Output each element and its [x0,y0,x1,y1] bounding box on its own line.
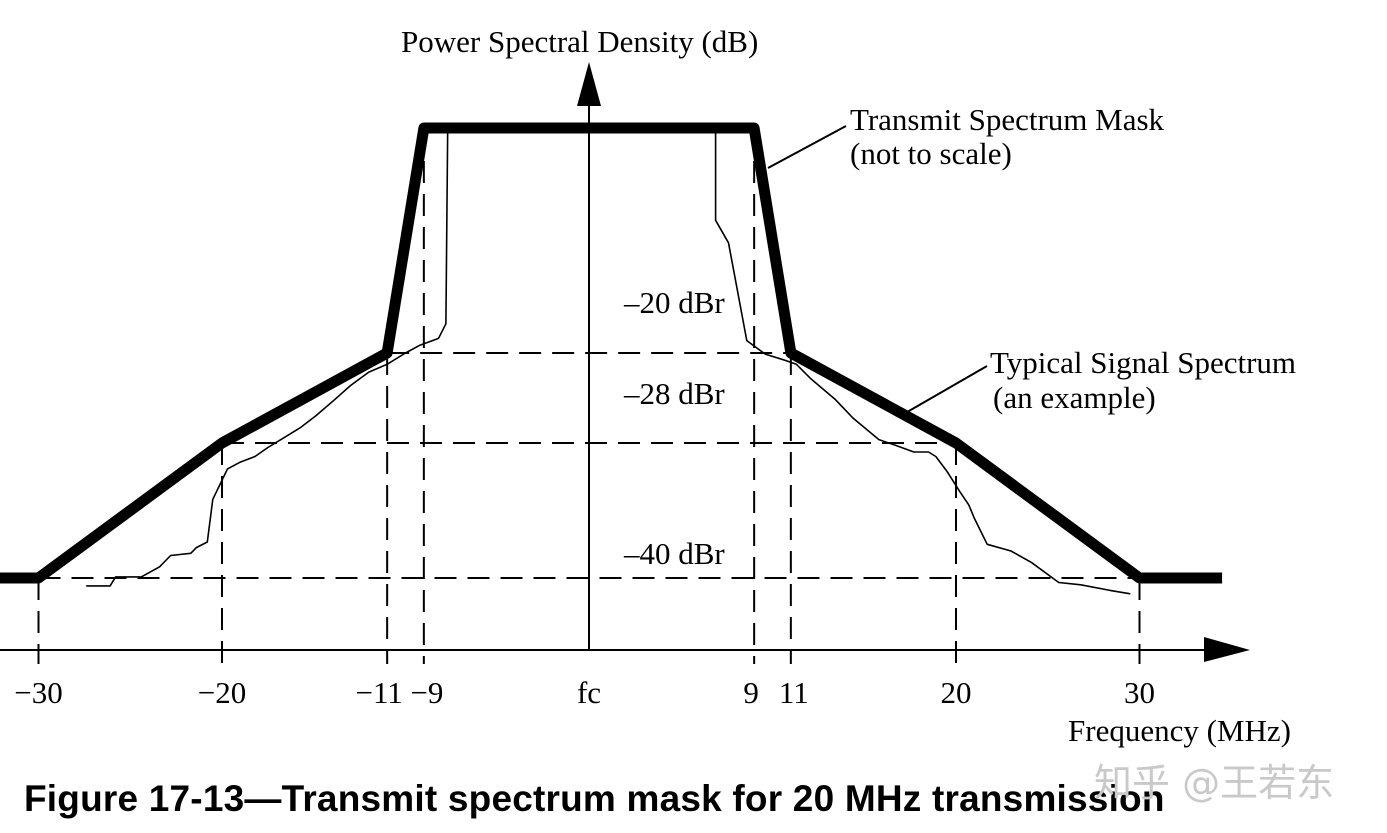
level-label: –28 dBr [623,376,725,411]
y-axis-arrowhead [577,62,601,106]
typical-signal-spectrum-line [86,127,1131,595]
figure-caption: Figure 17-13—Transmit spectrum mask for … [24,778,1165,819]
signal-annotation-line-1: Typical Signal Spectrum [990,345,1296,380]
x-tick-label: −9 [410,675,443,710]
annotation-leaders [767,125,988,416]
chart-axes [0,62,1250,662]
signal-annotation-line-2: (an example) [993,380,1156,415]
dbr-level-labels: –20 dBr –28 dBr –40 dBr [623,285,725,571]
x-axis-title: Frequency (MHz) [1068,713,1291,748]
x-axis-arrowhead [1204,637,1250,662]
mask-annotation-line-1: Transmit Spectrum Mask [850,102,1165,137]
signal-annotation-leader [901,365,988,416]
series-layer [0,122,1223,595]
x-tick-label: fc [577,675,601,710]
level-label: –20 dBr [623,285,725,320]
level-label: –40 dBr [623,536,725,571]
x-tick-label: 9 [743,675,759,710]
mask-annotation-leader [767,125,847,169]
x-tick-label: 20 [941,675,972,710]
watermark: 知乎 @王若东 [1094,761,1335,805]
y-axis-title: Power Spectral Density (dB) [401,24,758,59]
x-tick-labels: −30 −20 −11 −9 fc 9 11 20 30 [14,675,1155,710]
mask-annotation-line-2: (not to scale) [850,136,1012,171]
x-tick-label: 11 [779,675,809,710]
x-tick-label: −20 [198,675,246,710]
x-tick-label: −11 [355,675,402,710]
x-tick-label: 30 [1124,675,1155,710]
x-tick-label: −30 [14,675,62,710]
